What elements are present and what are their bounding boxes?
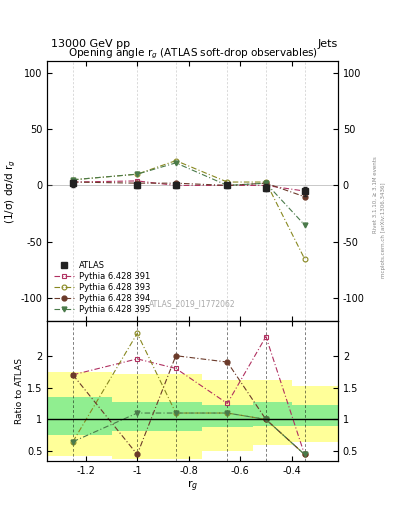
Text: 13000 GeV pp: 13000 GeV pp (51, 38, 130, 49)
Text: mcplots.cern.ch [arXiv:1306.3436]: mcplots.cern.ch [arXiv:1306.3436] (381, 183, 386, 278)
X-axis label: r$_g$: r$_g$ (187, 478, 198, 494)
Y-axis label: (1/σ) dσ/d r$_g$: (1/σ) dσ/d r$_g$ (3, 158, 18, 224)
Text: ATLAS_2019_I1772062: ATLAS_2019_I1772062 (149, 298, 236, 308)
Legend: ATLAS, Pythia 6.428 391, Pythia 6.428 393, Pythia 6.428 394, Pythia 6.428 395: ATLAS, Pythia 6.428 391, Pythia 6.428 39… (51, 258, 153, 316)
Y-axis label: Ratio to ATLAS: Ratio to ATLAS (15, 358, 24, 424)
Title: Opening angle r$_g$ (ATLAS soft-drop observables): Opening angle r$_g$ (ATLAS soft-drop obs… (68, 47, 318, 61)
Text: Rivet 3.1.10, ≥ 3.1M events: Rivet 3.1.10, ≥ 3.1M events (373, 156, 378, 233)
Text: Jets: Jets (318, 38, 338, 49)
